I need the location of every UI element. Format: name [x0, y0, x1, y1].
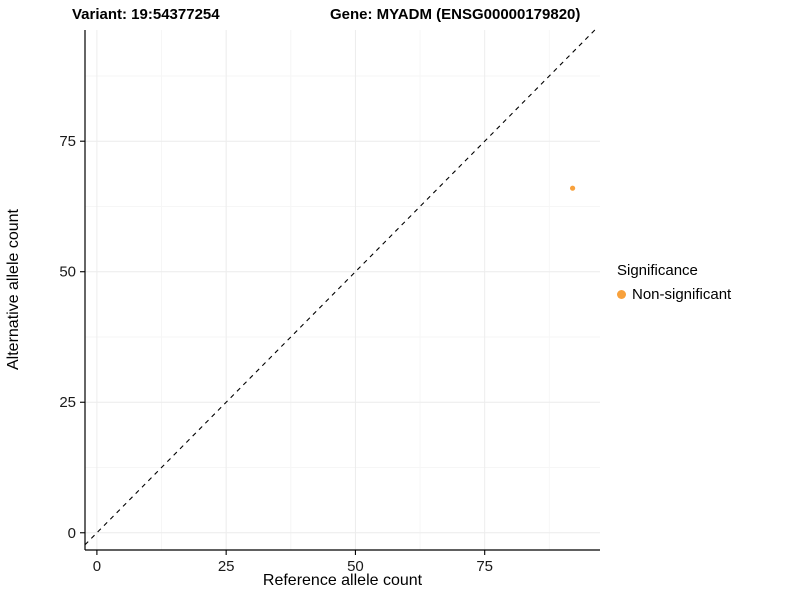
legend-item: Non-significant: [617, 286, 731, 303]
y-tick-label: 50: [59, 264, 76, 281]
y-tick-label: 75: [59, 133, 76, 150]
data-point: [569, 185, 576, 191]
legend-items: Non-significant: [617, 286, 731, 303]
identity-line: [84, 29, 596, 546]
y-axis-title: Alternative allele count: [5, 209, 22, 371]
gene-title: Gene: MYADM (ENSG00000179820): [330, 6, 581, 23]
variant-title: Variant: 19:54377254: [72, 6, 220, 23]
y-tick-label: 25: [59, 394, 76, 411]
x-tick-label: 75: [476, 558, 493, 575]
x-axis-title: Reference allele count: [262, 572, 423, 589]
x-tick-label: 25: [218, 558, 235, 575]
legend-label: Non-significant: [632, 286, 732, 303]
legend-key-dot-icon: [617, 290, 626, 299]
x-tick-label: 50: [347, 558, 364, 575]
legend-title: Significance: [617, 262, 698, 279]
legend: Significance Non-significant: [617, 262, 731, 303]
x-tick-label: 0: [93, 558, 101, 575]
y-tick-label: 0: [68, 525, 76, 542]
